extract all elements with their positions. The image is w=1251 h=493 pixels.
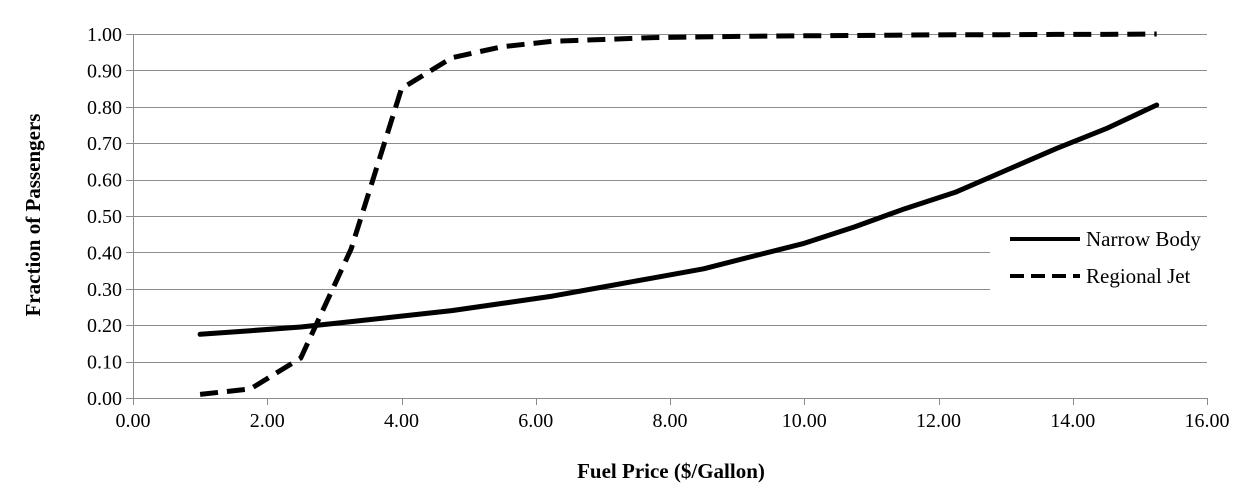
x-tick-label: 10.00: [782, 410, 827, 432]
x-tick-label: 0.00: [116, 410, 151, 432]
y-tick-label: 0.30: [87, 279, 122, 301]
y-tick-label: 1.00: [87, 24, 122, 46]
series-line-regional-jet: [199, 31, 1157, 397]
x-tick-label: 4.00: [384, 410, 419, 432]
series-lines: [197, 31, 1160, 397]
y-tick-label: 0.40: [87, 242, 122, 264]
y-axis-title: Fraction of Passengers: [21, 114, 45, 317]
x-axis-title: Fuel Price ($/Gallon): [577, 459, 765, 483]
y-tick-label: 0.70: [87, 133, 122, 155]
y-tick-label: 0.90: [87, 60, 122, 82]
x-tick-label: 12.00: [916, 410, 961, 432]
gridlines: [133, 34, 1207, 363]
y-tick-label: 0.10: [87, 352, 122, 374]
legend-label-narrow-body: Narrow Body: [1086, 227, 1201, 251]
series-line-narrow-body: [197, 102, 1160, 337]
x-tick-label: 14.00: [1050, 410, 1095, 432]
x-tick-label: 2.00: [250, 410, 285, 432]
y-tick-label: 0.60: [87, 170, 122, 192]
x-tick-label: 16.00: [1185, 410, 1230, 432]
legend: Narrow Body Regional Jet: [1010, 227, 1201, 288]
axes: 0.00 0.10 0.20 0.30 0.40 0.50 0.60 0.70 0.80 0.90…: [87, 24, 1230, 432]
y-tick-label: 0.80: [87, 97, 122, 119]
x-tick-label: 8.00: [653, 410, 688, 432]
y-tick-label: 0.50: [87, 206, 122, 228]
x-tick-label: 6.00: [518, 410, 553, 432]
y-tick-label: 0.00: [87, 388, 122, 410]
legend-label-regional-jet: Regional Jet: [1086, 264, 1191, 288]
y-tick-label: 0.20: [87, 315, 122, 337]
